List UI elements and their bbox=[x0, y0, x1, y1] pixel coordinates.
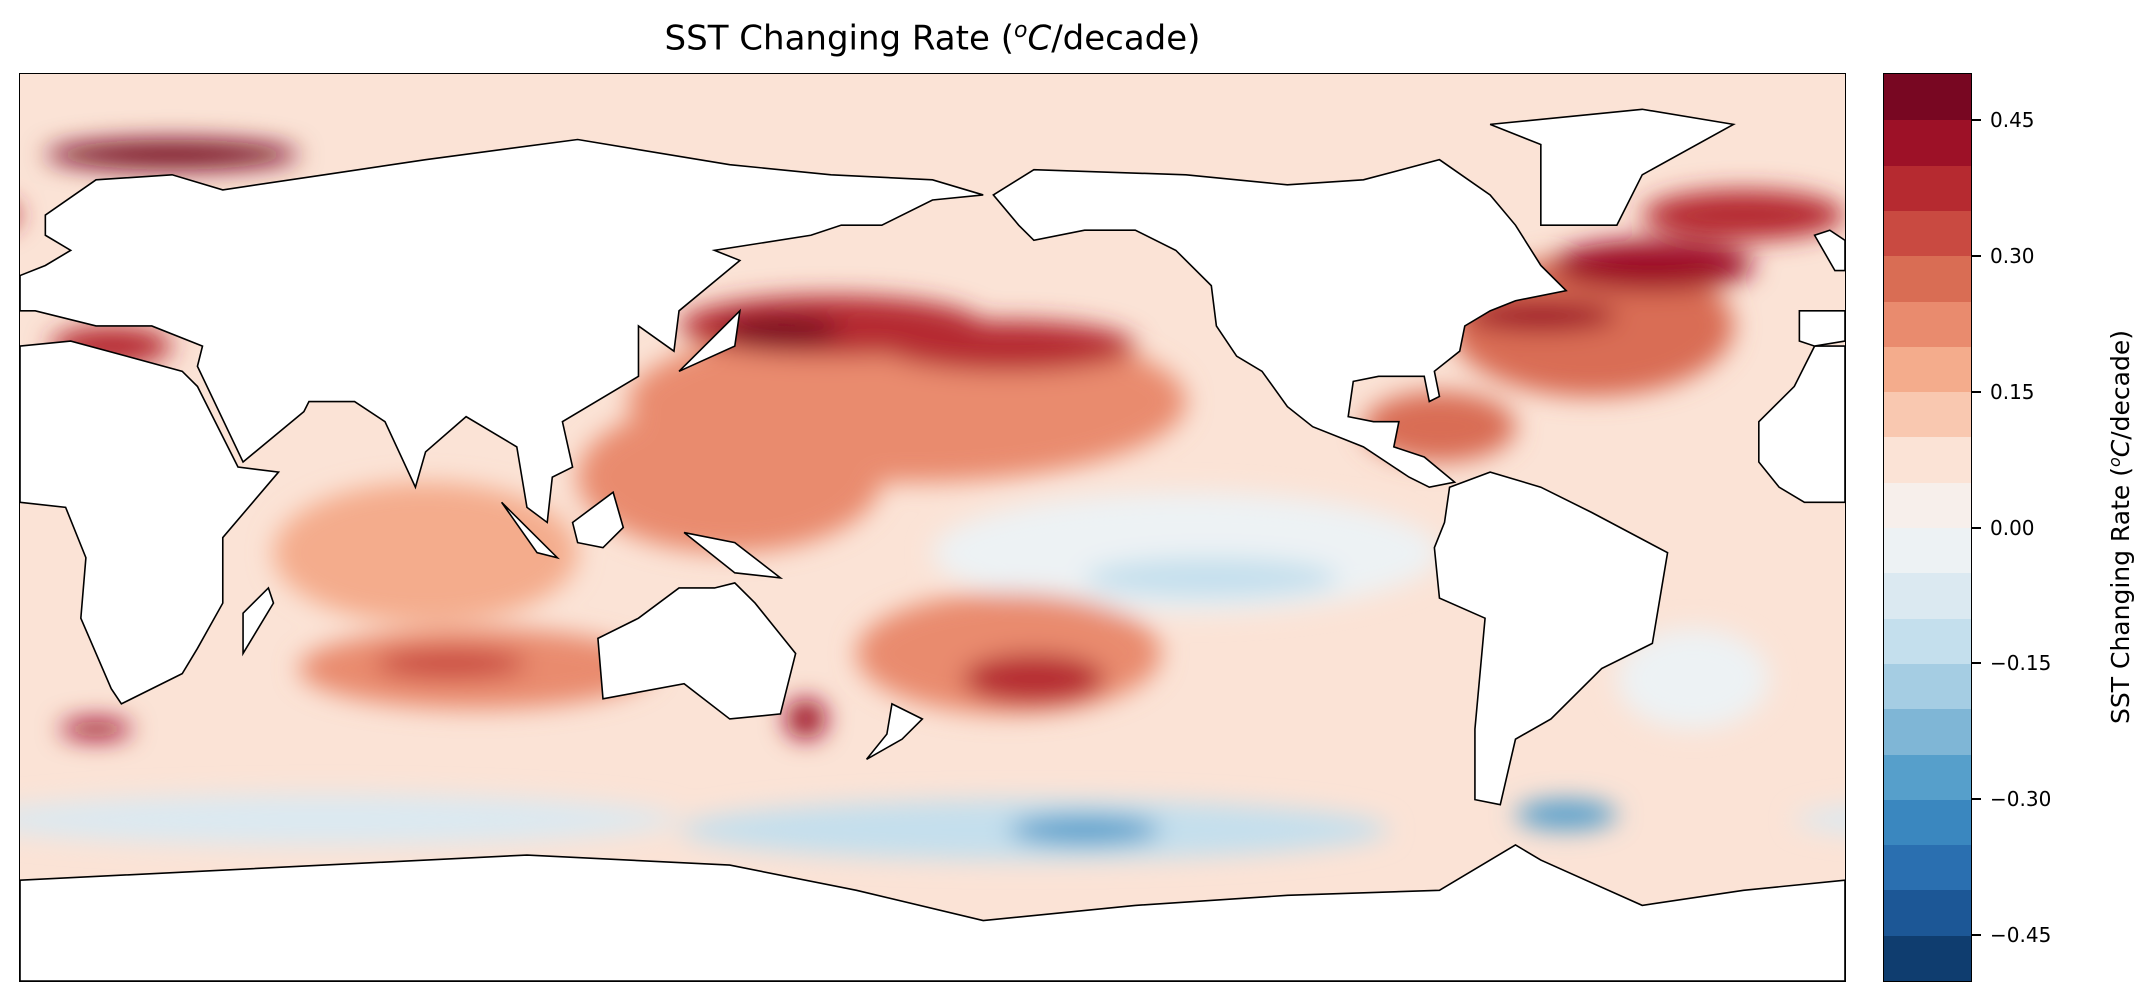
sst-region bbox=[881, 320, 1136, 372]
colorbar-level bbox=[1884, 799, 1971, 846]
land-new-zealand bbox=[867, 704, 923, 759]
colorbar-level bbox=[1884, 482, 1971, 528]
tick-mark bbox=[1972, 390, 1981, 393]
tick-label: −0.45 bbox=[1990, 923, 2052, 948]
colorbar-level bbox=[1884, 119, 1971, 166]
tick-mark bbox=[1972, 254, 1981, 257]
colorbar bbox=[1883, 73, 1972, 982]
land-greenland bbox=[1490, 109, 1733, 225]
sst-region bbox=[1794, 806, 1845, 833]
sst-contours bbox=[20, 139, 1845, 861]
sst-region bbox=[577, 401, 882, 553]
sst-region bbox=[1084, 557, 1339, 599]
tick-mark bbox=[1972, 934, 1981, 937]
title-unit: C bbox=[1027, 18, 1052, 59]
tick-label: 0.30 bbox=[1990, 243, 2035, 268]
colorbar-level bbox=[1884, 935, 1971, 981]
land-africa-west bbox=[1759, 346, 1845, 502]
colorbar-level bbox=[1884, 165, 1971, 211]
land-south-america bbox=[1434, 472, 1667, 805]
land-borneo bbox=[573, 492, 624, 547]
colorbar-level bbox=[1884, 527, 1971, 574]
colorbar-label-text: SST Changing Rate ( bbox=[2106, 467, 2136, 724]
land-masses bbox=[20, 109, 1845, 981]
sst-region bbox=[1008, 814, 1161, 845]
sst-region bbox=[1515, 799, 1617, 830]
sst-region bbox=[273, 482, 578, 624]
sst-region bbox=[962, 653, 1105, 704]
land-iberia bbox=[1799, 311, 1845, 346]
colorbar-label-sup: o bbox=[2104, 457, 2124, 468]
land-japan bbox=[679, 311, 740, 371]
colorbar-level bbox=[1884, 210, 1971, 257]
tick-label: 0.00 bbox=[1990, 515, 2035, 540]
sst-region bbox=[785, 698, 827, 740]
land-north-america bbox=[993, 160, 1566, 488]
sst-region bbox=[20, 794, 679, 845]
sst-region bbox=[1616, 628, 1769, 730]
colorbar-level bbox=[1884, 436, 1971, 483]
tick-label: 0.45 bbox=[1990, 107, 2035, 132]
title-text: SST Changing Rate ( bbox=[664, 18, 1014, 59]
colorbar-label: SST Changing Rate (oC/decade) bbox=[2105, 330, 2135, 724]
title-suffix: /decade) bbox=[1051, 18, 1201, 59]
land-sumatra bbox=[502, 502, 558, 557]
colorbar-level bbox=[1884, 255, 1971, 302]
title-sup: o bbox=[1013, 18, 1028, 43]
sst-region bbox=[1464, 300, 1617, 331]
colorbar-label-suffix: /decade) bbox=[2106, 330, 2136, 440]
sst-region bbox=[719, 315, 842, 347]
sst-region bbox=[45, 139, 299, 170]
tick-label: −0.15 bbox=[1990, 651, 2052, 676]
colorbar-level bbox=[1884, 346, 1971, 393]
colorbar-level bbox=[1884, 753, 1971, 800]
tick-mark bbox=[1972, 798, 1981, 801]
chart-title: SST Changing Rate (oC/decade) bbox=[19, 18, 1846, 58]
colorbar-label-unit: C bbox=[2106, 439, 2136, 458]
tick-mark bbox=[1972, 526, 1981, 529]
land-eurasia bbox=[20, 140, 983, 523]
tick-mark bbox=[1972, 118, 1981, 121]
sst-region bbox=[1363, 391, 1516, 462]
colorbar-level bbox=[1884, 572, 1971, 619]
colorbar-level bbox=[1884, 889, 1971, 936]
colorbar-level bbox=[1884, 618, 1971, 664]
land-new-guinea bbox=[684, 533, 780, 578]
sst-region bbox=[1642, 189, 1845, 241]
tick-label: 0.15 bbox=[1990, 379, 2035, 404]
colorbar-level bbox=[1884, 663, 1971, 710]
sst-region bbox=[1550, 240, 1754, 291]
sst-region bbox=[60, 718, 132, 740]
sst-region bbox=[374, 648, 527, 679]
land-antarctica bbox=[20, 845, 1845, 981]
colorbar-level bbox=[1884, 391, 1971, 438]
sst-map bbox=[19, 73, 1846, 982]
colorbar-level bbox=[1884, 844, 1971, 891]
land-africa-east bbox=[20, 341, 279, 704]
land-australia bbox=[598, 583, 796, 719]
tick-mark bbox=[1972, 662, 1981, 665]
colorbar-level bbox=[1884, 708, 1971, 755]
tick-label: −0.30 bbox=[1990, 787, 2052, 812]
colorbar-level bbox=[1884, 74, 1971, 121]
land-madagascar bbox=[243, 588, 273, 654]
colorbar-level bbox=[1884, 300, 1971, 347]
land-britain bbox=[1815, 230, 1845, 270]
map-svg bbox=[20, 74, 1845, 981]
